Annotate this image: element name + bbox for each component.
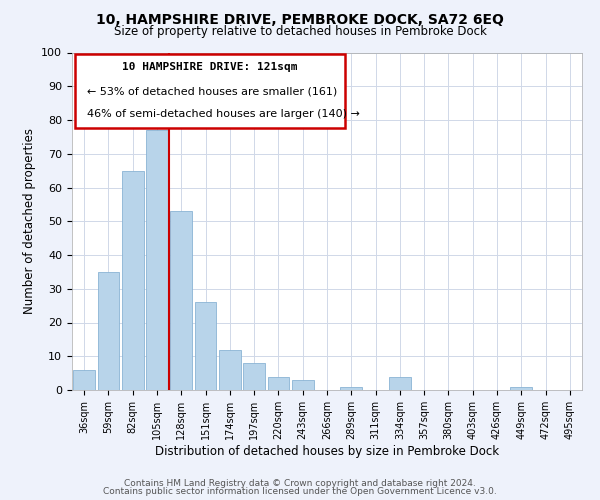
Bar xyxy=(73,370,95,390)
Bar xyxy=(146,130,168,390)
Bar xyxy=(292,380,314,390)
Bar xyxy=(194,302,217,390)
Text: 10, HAMPSHIRE DRIVE, PEMBROKE DOCK, SA72 6EQ: 10, HAMPSHIRE DRIVE, PEMBROKE DOCK, SA72… xyxy=(96,12,504,26)
Text: Size of property relative to detached houses in Pembroke Dock: Size of property relative to detached ho… xyxy=(113,25,487,38)
Text: ← 53% of detached houses are smaller (161): ← 53% of detached houses are smaller (16… xyxy=(88,86,338,97)
Bar xyxy=(340,386,362,390)
Bar xyxy=(122,170,143,390)
Bar xyxy=(170,211,192,390)
Text: 10 HAMPSHIRE DRIVE: 121sqm: 10 HAMPSHIRE DRIVE: 121sqm xyxy=(122,62,298,72)
Bar xyxy=(268,376,289,390)
Text: Contains public sector information licensed under the Open Government Licence v3: Contains public sector information licen… xyxy=(103,487,497,496)
FancyBboxPatch shape xyxy=(74,54,345,128)
Bar xyxy=(97,272,119,390)
Bar xyxy=(243,363,265,390)
X-axis label: Distribution of detached houses by size in Pembroke Dock: Distribution of detached houses by size … xyxy=(155,444,499,458)
Bar xyxy=(219,350,241,390)
Bar xyxy=(389,376,411,390)
Y-axis label: Number of detached properties: Number of detached properties xyxy=(23,128,36,314)
Text: Contains HM Land Registry data © Crown copyright and database right 2024.: Contains HM Land Registry data © Crown c… xyxy=(124,478,476,488)
Bar xyxy=(511,386,532,390)
Text: 46% of semi-detached houses are larger (140) →: 46% of semi-detached houses are larger (… xyxy=(88,109,360,119)
